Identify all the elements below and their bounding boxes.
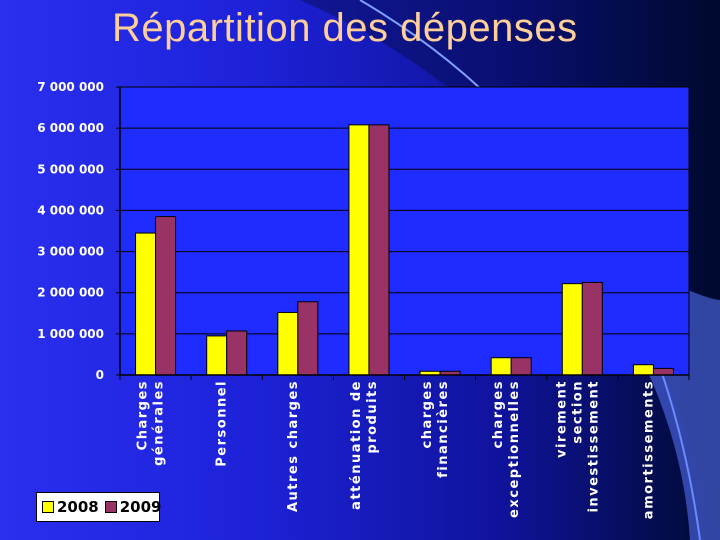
x-category-label: investissement xyxy=(586,380,601,513)
x-category-label: section xyxy=(570,380,585,444)
y-axis-ticks: 0 1 000 000 2 000 000 3 000 000 4 000 000 5 0… xyxy=(37,80,120,382)
legend-item-2009: 2009 xyxy=(104,498,162,516)
legend-label-2009: 2009 xyxy=(119,498,162,516)
x-category-label: virement xyxy=(554,380,569,458)
bar-2008-3 xyxy=(348,124,370,376)
y-tick-label: 5 000 000 xyxy=(37,162,104,176)
bar-2008-1 xyxy=(206,335,228,376)
bar-2008-5 xyxy=(490,357,512,376)
plot-background xyxy=(119,86,690,376)
slide-title: Répartition des dépenses xyxy=(112,6,578,50)
bar-2008-2 xyxy=(277,311,299,376)
x-category-label: financières xyxy=(436,380,451,478)
plot-area xyxy=(119,86,690,376)
bars xyxy=(135,124,674,376)
bar-2009-6 xyxy=(581,281,603,376)
bar-2009-0 xyxy=(155,216,177,376)
legend-swatch-2009 xyxy=(104,501,117,513)
bar-2008-7 xyxy=(632,364,654,376)
x-category-label: amortissements xyxy=(641,380,656,519)
y-tick-label: 1 000 000 xyxy=(37,327,104,341)
y-tick-label: 6 000 000 xyxy=(37,121,104,135)
y-tick-label: 3 000 000 xyxy=(37,245,104,259)
bar-2009-2 xyxy=(297,301,319,376)
y-tick-label: 2 000 000 xyxy=(37,286,104,300)
gridlines xyxy=(120,86,689,335)
x-category-label: produits xyxy=(365,380,380,454)
x-category-label: générales xyxy=(152,380,167,466)
x-category-label: atténuation de xyxy=(349,380,364,510)
y-tick-label: 0 xyxy=(96,368,104,382)
legend-swatch-2008 xyxy=(42,501,54,513)
y-tick-label: 7 000 000 xyxy=(37,80,104,94)
bar-2009-5 xyxy=(510,357,532,376)
x-category-label: Autres charges xyxy=(286,380,301,512)
x-category-label: Personnel xyxy=(215,380,230,467)
bar-2008-0 xyxy=(135,232,157,376)
axes xyxy=(119,87,690,380)
legend-label-2008: 2008 xyxy=(57,498,99,516)
y-tick-label: 4 000 000 xyxy=(37,203,104,217)
bar-2009-3 xyxy=(368,124,390,376)
x-category-label: Charges xyxy=(136,380,151,450)
bar-2008-6 xyxy=(561,283,583,376)
x-category-label: charges xyxy=(491,380,506,449)
bar-2009-1 xyxy=(226,330,248,376)
legend-item-2008: 2008 xyxy=(42,498,99,516)
legend: 2008 2009 xyxy=(36,492,162,522)
x-category-label: charges xyxy=(420,380,435,449)
bar-2009-7 xyxy=(652,367,674,376)
x-axis-categories: Charges générales Personnel Autres charges a… xyxy=(136,380,657,519)
x-category-label: exceptionnelles xyxy=(507,380,522,518)
